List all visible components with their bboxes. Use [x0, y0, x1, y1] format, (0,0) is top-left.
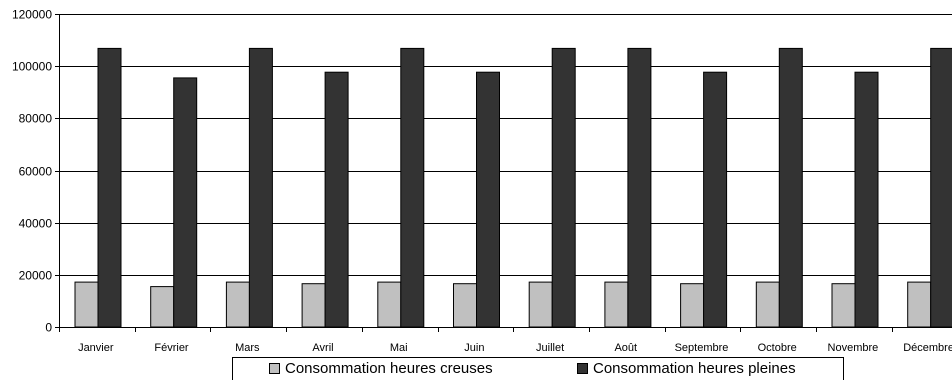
- x-tick-label-7: Août: [614, 342, 637, 354]
- y-tick-label-6: 120000: [12, 8, 52, 22]
- bar-pleines-3: [324, 71, 349, 328]
- bar-pleines-5: [476, 71, 500, 328]
- bar-pleines-2: [248, 47, 273, 328]
- x-tick-labels: Janvier Février Mars Avril Mai Juin Juillet Aoû…: [78, 342, 952, 354]
- bar-creuses-11: [907, 281, 932, 328]
- bar-creuses-7: [604, 281, 629, 328]
- x-tick-label-1: Février: [154, 342, 189, 354]
- bar-creuses-0: [74, 281, 99, 328]
- x-tick-label-5: Juin: [464, 342, 484, 354]
- bar-creuses-2: [225, 281, 250, 328]
- bar-pleines-1: [173, 77, 198, 328]
- y-tick-label-1: 20000: [19, 269, 53, 283]
- bar-pleines-7: [627, 47, 652, 328]
- bar-creuses-1: [150, 286, 175, 328]
- legend-label-pleines: Consommation heures pleines: [593, 360, 796, 377]
- bar-creuses-6: [528, 281, 553, 328]
- x-tick-label-0: Janvier: [78, 342, 114, 354]
- bar-pleines-0: [97, 47, 122, 328]
- x-tick-label-10: Novembre: [828, 342, 879, 354]
- legend: Consommation heures creuses Consommation…: [232, 357, 844, 380]
- bar-creuses-4: [377, 281, 402, 328]
- legend-item-pleines: Consommation heures pleines: [577, 360, 796, 377]
- x-tick-label-11: Décembre: [903, 342, 952, 354]
- bar-pleines-9: [778, 47, 803, 328]
- x-tick-label-4: Mai: [390, 342, 408, 354]
- bar-creuses-10: [831, 283, 856, 328]
- bar-pleines-11: [930, 47, 952, 328]
- y-tick-label-5: 100000: [12, 60, 52, 74]
- bar-pleines-4: [400, 47, 425, 328]
- x-tick-label-8: Septembre: [675, 342, 729, 354]
- y-tick-label-3: 60000: [19, 165, 53, 179]
- bar-pleines-10: [854, 71, 879, 328]
- bar-creuses-9: [755, 281, 780, 328]
- x-tick-label-3: Avril: [312, 342, 333, 354]
- gridlines: [59, 14, 952, 276]
- y-tick-label-4: 80000: [19, 112, 53, 126]
- bar-creuses-5: [453, 283, 477, 328]
- axes: [55, 14, 952, 332]
- y-tick-label-0: 0: [45, 321, 52, 335]
- legend-label-creuses: Consommation heures creuses: [285, 360, 493, 377]
- legend-item-creuses: Consommation heures creuses: [269, 360, 493, 377]
- bar-creuses-8: [680, 283, 705, 328]
- legend-swatch-creuses: [269, 363, 280, 374]
- x-tick-label-9: Octobre: [758, 342, 797, 354]
- x-tick-label-2: Mars: [235, 342, 260, 354]
- legend-swatch-pleines: [577, 363, 588, 374]
- bar-pleines-6: [551, 47, 576, 328]
- x-tick-label-6: Juillet: [536, 342, 564, 354]
- bar-pleines-8: [703, 71, 728, 328]
- bar-creuses-3: [301, 283, 326, 328]
- y-tick-labels: 0 20000 40000 60000 80000 100000 120000: [12, 8, 52, 335]
- bars: [74, 47, 952, 328]
- y-tick-label-2: 40000: [19, 217, 53, 231]
